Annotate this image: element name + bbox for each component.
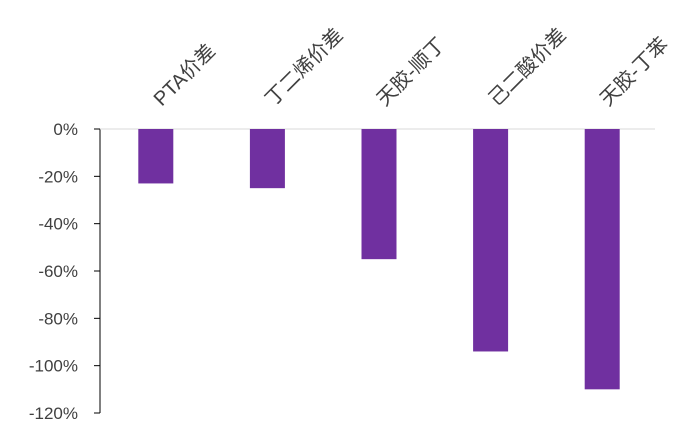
y-tick-label: -120%	[29, 404, 78, 423]
bar	[249, 129, 285, 189]
category-label: PTA价差	[149, 40, 220, 111]
y-tick-label: -20%	[38, 167, 78, 186]
y-tick-label: -80%	[38, 309, 78, 328]
category-label: 天胶-顺丁	[372, 33, 450, 111]
bar	[473, 129, 509, 352]
y-tick-label: 0%	[53, 120, 78, 139]
y-axis-ticks: 0% -20% -40% -60% -80% -100% -120%	[29, 120, 100, 423]
category-label: 己二酸价差	[484, 24, 571, 111]
bar	[361, 129, 397, 260]
category-labels: PTA价差 丁二烯价差 天胶-顺丁 己二酸价差 天胶-丁苯	[149, 24, 673, 111]
y-tick-label: -60%	[38, 262, 78, 281]
y-tick-label: -40%	[38, 215, 78, 234]
bar-series	[138, 129, 620, 390]
bar	[138, 129, 174, 184]
y-tick-label: -100%	[29, 357, 78, 376]
bar	[584, 129, 620, 390]
category-label: 天胶-丁苯	[595, 33, 673, 111]
category-label: 丁二烯价差	[261, 24, 348, 111]
